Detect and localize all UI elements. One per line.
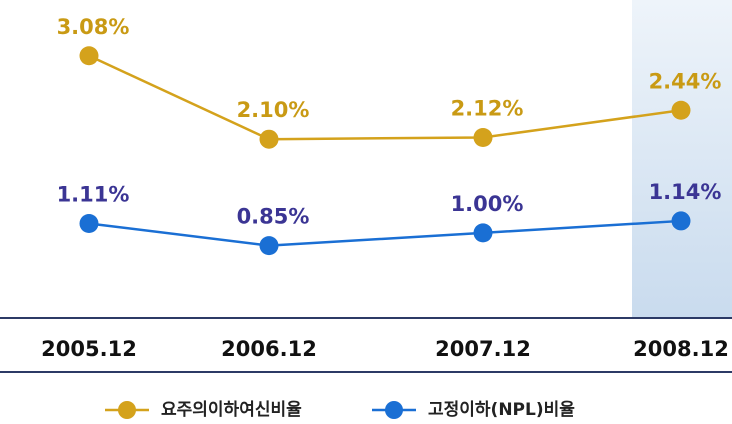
series-line: [88, 54, 682, 141]
point: [671, 211, 691, 231]
x-tick-label: 2008.12: [633, 337, 729, 361]
value-label: 2.12%: [451, 96, 524, 120]
highlight-band: [632, 0, 732, 318]
x-tick-label: 2005.12: [41, 337, 137, 361]
point: [259, 129, 279, 149]
x-tick-label: 2007.12: [435, 337, 531, 361]
point: [79, 213, 99, 233]
point: [259, 236, 279, 256]
point: [473, 223, 493, 243]
value-label: 1.00%: [451, 192, 524, 216]
legend-label: 요주의이하여신비율: [161, 400, 302, 420]
legend-marker: [385, 401, 403, 419]
x-tick-label: 2006.12: [221, 337, 317, 361]
value-label: 1.11%: [57, 182, 130, 206]
value-label: 2.44%: [649, 69, 722, 93]
value-label: 1.14%: [649, 180, 722, 204]
series-line: [88, 219, 682, 247]
point: [79, 46, 99, 66]
legend-label: 고정이하(NPL)비율: [428, 400, 575, 420]
legend-marker: [118, 401, 136, 419]
value-label: 0.85%: [237, 205, 310, 229]
value-label: 2.10%: [237, 98, 310, 122]
point: [671, 100, 691, 120]
value-label: 3.08%: [57, 15, 130, 39]
point: [473, 127, 493, 147]
